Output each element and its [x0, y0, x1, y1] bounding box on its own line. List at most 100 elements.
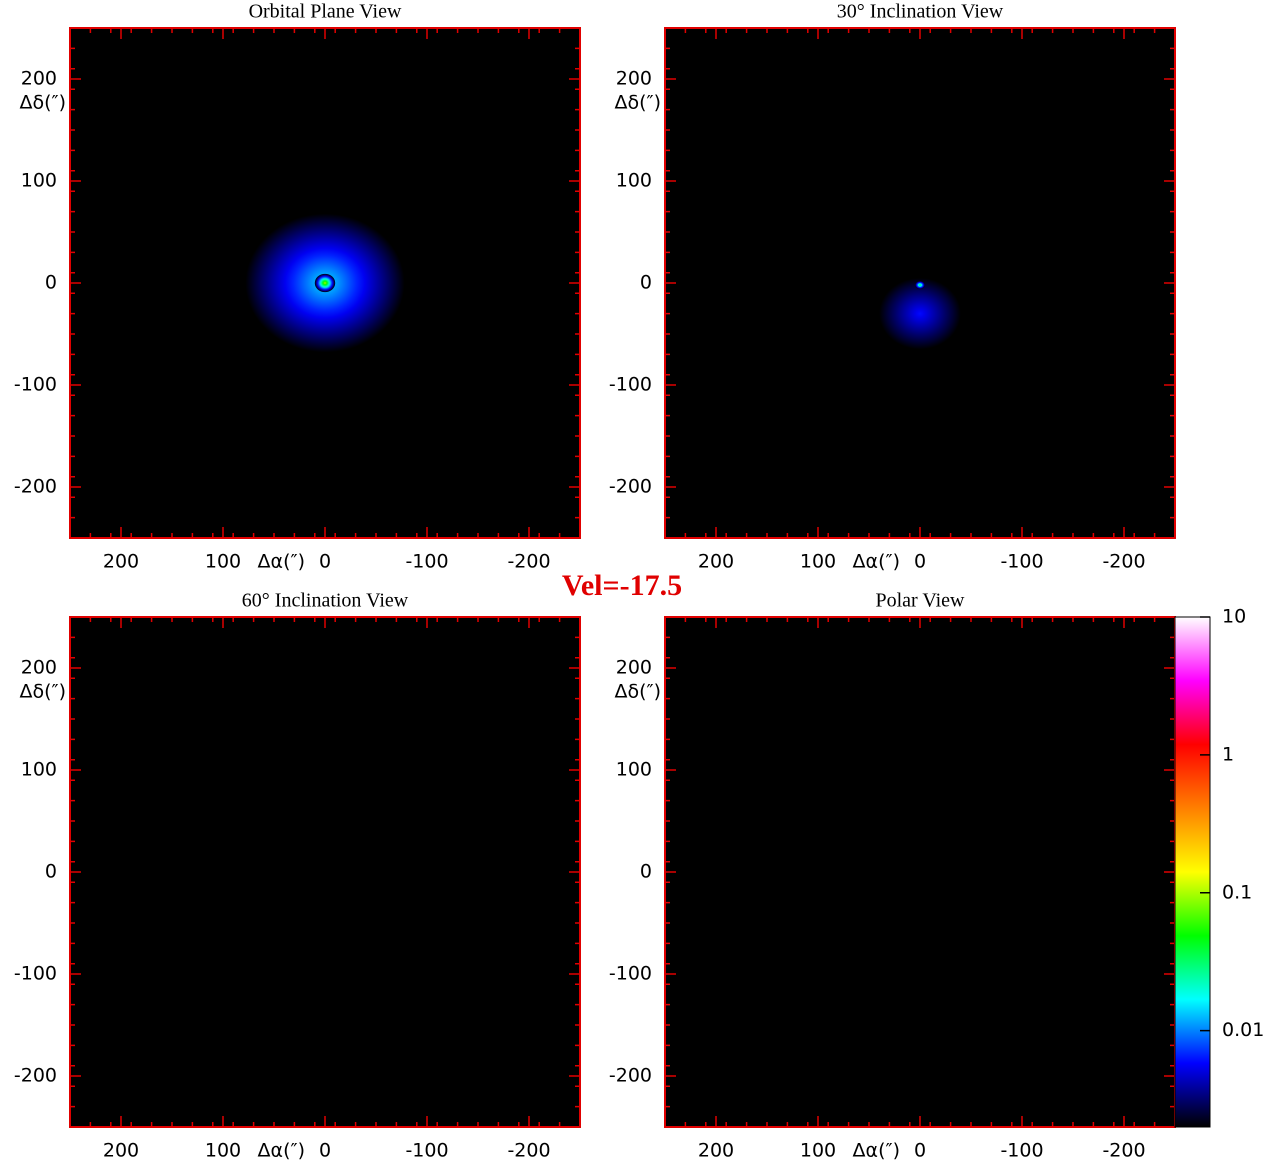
minor-tick: [70, 617, 580, 1127]
minor-tick: [70, 617, 580, 1127]
x-axis-label: Δα(″): [258, 1140, 305, 1162]
minor-tick: [70, 617, 580, 1127]
minor-tick: [70, 28, 580, 538]
minor-tick: [665, 28, 1175, 538]
minor-tick: [70, 28, 580, 538]
minor-tick: [70, 28, 580, 538]
x-tick-label: 0: [319, 551, 331, 573]
y-tick-label: 0: [640, 272, 652, 294]
y-tick-label: 200: [616, 68, 652, 90]
minor-tick: [70, 28, 580, 538]
minor-tick: [665, 617, 1175, 1127]
minor-tick: [70, 28, 580, 538]
minor-tick: [665, 617, 1175, 1127]
minor-tick: [70, 28, 580, 538]
minor-tick: [665, 617, 1175, 1127]
minor-tick: [665, 617, 1175, 1127]
minor-tick: [665, 28, 1175, 538]
minor-tick: [70, 28, 580, 538]
minor-tick: [70, 617, 580, 1127]
minor-tick: [70, 617, 580, 1127]
minor-tick: [70, 617, 580, 1127]
minor-tick: [70, 28, 580, 538]
panel-title: 30° Inclination View: [837, 1, 1004, 23]
panel-title: Polar View: [876, 590, 966, 612]
minor-tick: [70, 28, 580, 538]
minor-tick: [665, 28, 1175, 538]
minor-tick: [70, 617, 580, 1127]
minor-tick: [665, 28, 1175, 538]
x-tick-label: 100: [800, 1140, 836, 1162]
minor-tick: [70, 28, 580, 538]
minor-tick: [70, 617, 580, 1127]
minor-tick: [665, 28, 1175, 538]
minor-tick: [665, 28, 1175, 538]
x-axis-label: Δα(″): [853, 1140, 900, 1162]
x-tick-label: 0: [914, 1140, 926, 1162]
minor-tick: [665, 617, 1175, 1127]
x-tick-label: -200: [1102, 551, 1145, 573]
minor-tick: [665, 28, 1175, 538]
x-tick-label: 200: [103, 1140, 139, 1162]
x-tick-label: 200: [103, 551, 139, 573]
minor-tick: [665, 28, 1175, 538]
minor-tick: [665, 28, 1175, 538]
minor-tick: [70, 28, 580, 538]
minor-tick: [665, 617, 1175, 1127]
x-tick-label: 200: [698, 551, 734, 573]
minor-tick: [70, 617, 580, 1127]
minor-tick: [70, 28, 580, 538]
plot-frame: [69, 27, 581, 539]
minor-tick: [665, 617, 1175, 1127]
y-tick-label: -100: [609, 963, 652, 985]
minor-tick: [70, 28, 580, 538]
y-axis-label: Δδ(″): [614, 92, 661, 114]
colorbar-tick-label: 10: [1222, 606, 1246, 628]
minor-tick: [665, 617, 1175, 1127]
minor-tick: [70, 617, 580, 1127]
minor-tick: [665, 617, 1175, 1127]
y-tick-label: 100: [616, 759, 652, 781]
y-axis-label: Δδ(″): [19, 681, 66, 703]
y-tick-label: -100: [609, 374, 652, 396]
x-tick-label: -200: [507, 1140, 550, 1162]
x-tick-label: 0: [319, 1140, 331, 1162]
colorbar: [1174, 616, 1211, 1128]
minor-tick: [665, 617, 1175, 1127]
y-axis-label: Δδ(″): [614, 681, 661, 703]
colorbar-tick-label: 0.1: [1222, 881, 1252, 903]
minor-tick: [70, 28, 580, 538]
x-tick-label: -200: [1102, 1140, 1145, 1162]
y-tick-label: -100: [14, 963, 57, 985]
minor-tick: [665, 28, 1175, 538]
minor-tick: [665, 28, 1175, 538]
minor-tick: [665, 28, 1175, 538]
minor-tick: [665, 28, 1175, 538]
minor-tick: [665, 617, 1175, 1127]
minor-tick: [665, 617, 1175, 1127]
x-axis-label: Δα(″): [853, 551, 900, 573]
minor-tick: [70, 617, 580, 1127]
minor-tick: [665, 617, 1175, 1127]
minor-tick: [70, 28, 580, 538]
minor-tick: [665, 617, 1175, 1127]
x-tick-label: -100: [405, 551, 448, 573]
minor-tick: [70, 28, 580, 538]
y-tick-label: 200: [616, 657, 652, 679]
emission-blob: [914, 280, 926, 290]
minor-tick: [70, 617, 580, 1127]
minor-tick: [70, 28, 580, 538]
minor-tick: [70, 617, 580, 1127]
minor-tick: [70, 28, 580, 538]
image-background: [665, 617, 1175, 1127]
y-tick-label: 100: [21, 170, 57, 192]
minor-tick: [665, 28, 1175, 538]
x-tick-label: 100: [205, 551, 241, 573]
x-tick-label: 100: [800, 551, 836, 573]
minor-tick: [665, 617, 1175, 1127]
y-tick-label: 0: [45, 272, 57, 294]
minor-tick: [665, 617, 1175, 1127]
x-tick-label: 100: [205, 1140, 241, 1162]
minor-tick: [665, 28, 1175, 538]
minor-tick: [70, 28, 580, 538]
